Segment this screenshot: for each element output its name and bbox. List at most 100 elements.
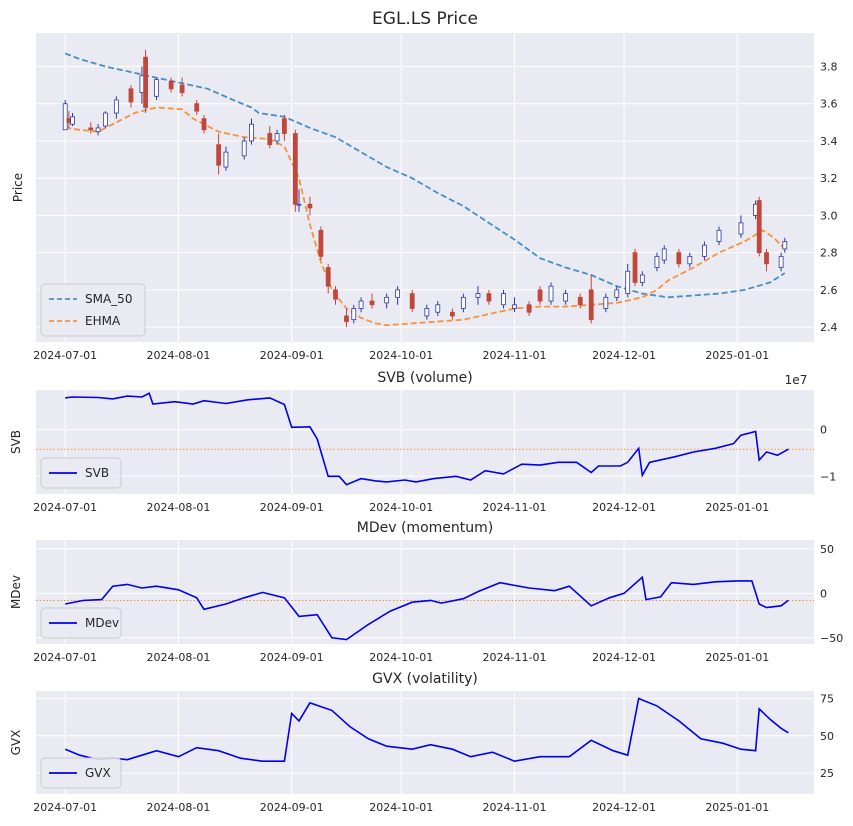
candle bbox=[241, 137, 247, 160]
candle bbox=[179, 77, 185, 97]
x-tick-label: 2024-09-01 bbox=[260, 349, 324, 362]
x-tick-label: 2025-01-01 bbox=[705, 651, 769, 664]
x-tick-label: 2024-08-01 bbox=[146, 349, 210, 362]
candle bbox=[325, 263, 331, 294]
candle-body bbox=[95, 127, 101, 133]
candle bbox=[194, 100, 200, 115]
candle bbox=[526, 301, 532, 316]
candle bbox=[687, 252, 693, 268]
candle-body bbox=[62, 103, 68, 131]
candle-body bbox=[179, 84, 185, 93]
candle bbox=[296, 189, 302, 212]
candle-body bbox=[223, 151, 229, 168]
candle-body bbox=[603, 296, 609, 309]
y-tick-label: 75 bbox=[820, 692, 834, 705]
candle-body bbox=[676, 252, 682, 265]
candle bbox=[782, 237, 788, 253]
candle-body bbox=[194, 103, 200, 112]
candle-body bbox=[249, 123, 254, 142]
svb-legend: SVB bbox=[40, 457, 122, 489]
candle bbox=[449, 308, 455, 320]
svb-line bbox=[65, 392, 789, 486]
price-legend: SMA_50 EHMA bbox=[40, 283, 146, 337]
candle bbox=[654, 252, 660, 272]
legend-label: MDev bbox=[85, 616, 119, 630]
candle bbox=[537, 286, 543, 305]
y-tick-label: 50 bbox=[820, 730, 834, 743]
candle-body bbox=[70, 116, 75, 125]
candle bbox=[62, 100, 68, 131]
x-tick-label: 2024-08-01 bbox=[146, 651, 210, 664]
y-tick-label: 2.6 bbox=[820, 284, 838, 297]
candle-body bbox=[296, 203, 302, 206]
candle-body bbox=[384, 296, 390, 304]
ehma-line bbox=[65, 106, 786, 327]
candle-body bbox=[548, 285, 554, 302]
svb-panel: SVB (volume) SVB −1 0 2024-07-01 2024-08-01 20… bbox=[9, 370, 836, 514]
candle bbox=[661, 245, 667, 264]
candle bbox=[333, 286, 338, 305]
candle bbox=[738, 215, 744, 238]
candle-body bbox=[632, 252, 638, 283]
candle bbox=[274, 129, 280, 145]
candle-body bbox=[267, 133, 273, 146]
y-tick-label: −1 bbox=[820, 470, 836, 483]
candle bbox=[512, 297, 517, 313]
candle-body bbox=[201, 118, 207, 131]
candle bbox=[168, 77, 174, 93]
candle-body bbox=[369, 300, 375, 306]
candle-body bbox=[702, 244, 707, 257]
candle-body bbox=[216, 144, 222, 166]
candle bbox=[70, 113, 75, 127]
x-tick-label: 2024-12-01 bbox=[592, 349, 656, 362]
y-tick-label: 25 bbox=[820, 767, 834, 780]
candle-body bbox=[435, 304, 441, 313]
candle bbox=[486, 289, 492, 305]
svb-ylabel: SVB bbox=[9, 430, 23, 454]
candle bbox=[318, 226, 324, 261]
candle-body bbox=[778, 255, 784, 268]
candle-body bbox=[241, 140, 247, 157]
gvx-title: GVX (volatility) bbox=[372, 671, 478, 687]
candle bbox=[307, 196, 313, 216]
x-tick-label: 2024-11-01 bbox=[483, 801, 547, 814]
x-tick-label: 2024-07-01 bbox=[33, 651, 97, 664]
candle bbox=[588, 274, 594, 324]
candle bbox=[639, 271, 645, 287]
candle bbox=[102, 111, 108, 128]
candle bbox=[409, 289, 415, 313]
candle-body bbox=[351, 308, 357, 321]
candle-body bbox=[307, 203, 313, 209]
candle bbox=[632, 248, 638, 287]
candle bbox=[614, 286, 620, 302]
candle bbox=[154, 77, 159, 101]
candle bbox=[128, 85, 134, 108]
candle bbox=[603, 293, 609, 313]
x-tick-label: 2024-08-01 bbox=[146, 801, 210, 814]
legend-label: GVX bbox=[85, 766, 111, 780]
price-panel: EGL.LS Price Price 2.4 2.6 2.8 3.0 3.2 3.4 3.6 3.… bbox=[11, 9, 838, 362]
candle-body bbox=[460, 296, 466, 309]
x-tick-label: 2024-11-01 bbox=[483, 501, 547, 514]
candle-body bbox=[654, 255, 660, 268]
y-tick-label: 0 bbox=[820, 587, 827, 600]
x-tick-label: 2024-11-01 bbox=[483, 349, 547, 362]
candle bbox=[625, 263, 631, 298]
candle bbox=[577, 293, 583, 309]
candle-body bbox=[344, 315, 349, 322]
mdev-panel: MDev (momentum) MDev −50 0 50 2024-07-01 2024-… bbox=[9, 520, 843, 664]
candle-body bbox=[409, 293, 415, 309]
x-tick-label: 2025-01-01 bbox=[705, 349, 769, 362]
candle-body bbox=[625, 270, 631, 295]
legend-box bbox=[40, 607, 122, 639]
candle bbox=[384, 293, 390, 309]
candle bbox=[95, 124, 101, 136]
candle-body bbox=[318, 229, 324, 257]
candle bbox=[395, 286, 401, 305]
candle bbox=[435, 301, 441, 316]
candle-body bbox=[154, 79, 159, 97]
x-tick-label: 2024-09-01 bbox=[260, 501, 324, 514]
candle-body bbox=[128, 88, 134, 103]
legend-label: SMA_50 bbox=[85, 292, 132, 306]
